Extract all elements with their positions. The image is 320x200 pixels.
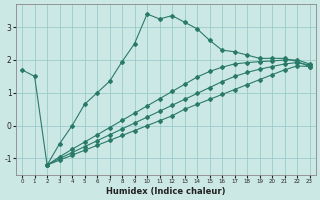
X-axis label: Humidex (Indice chaleur): Humidex (Indice chaleur) (106, 187, 226, 196)
